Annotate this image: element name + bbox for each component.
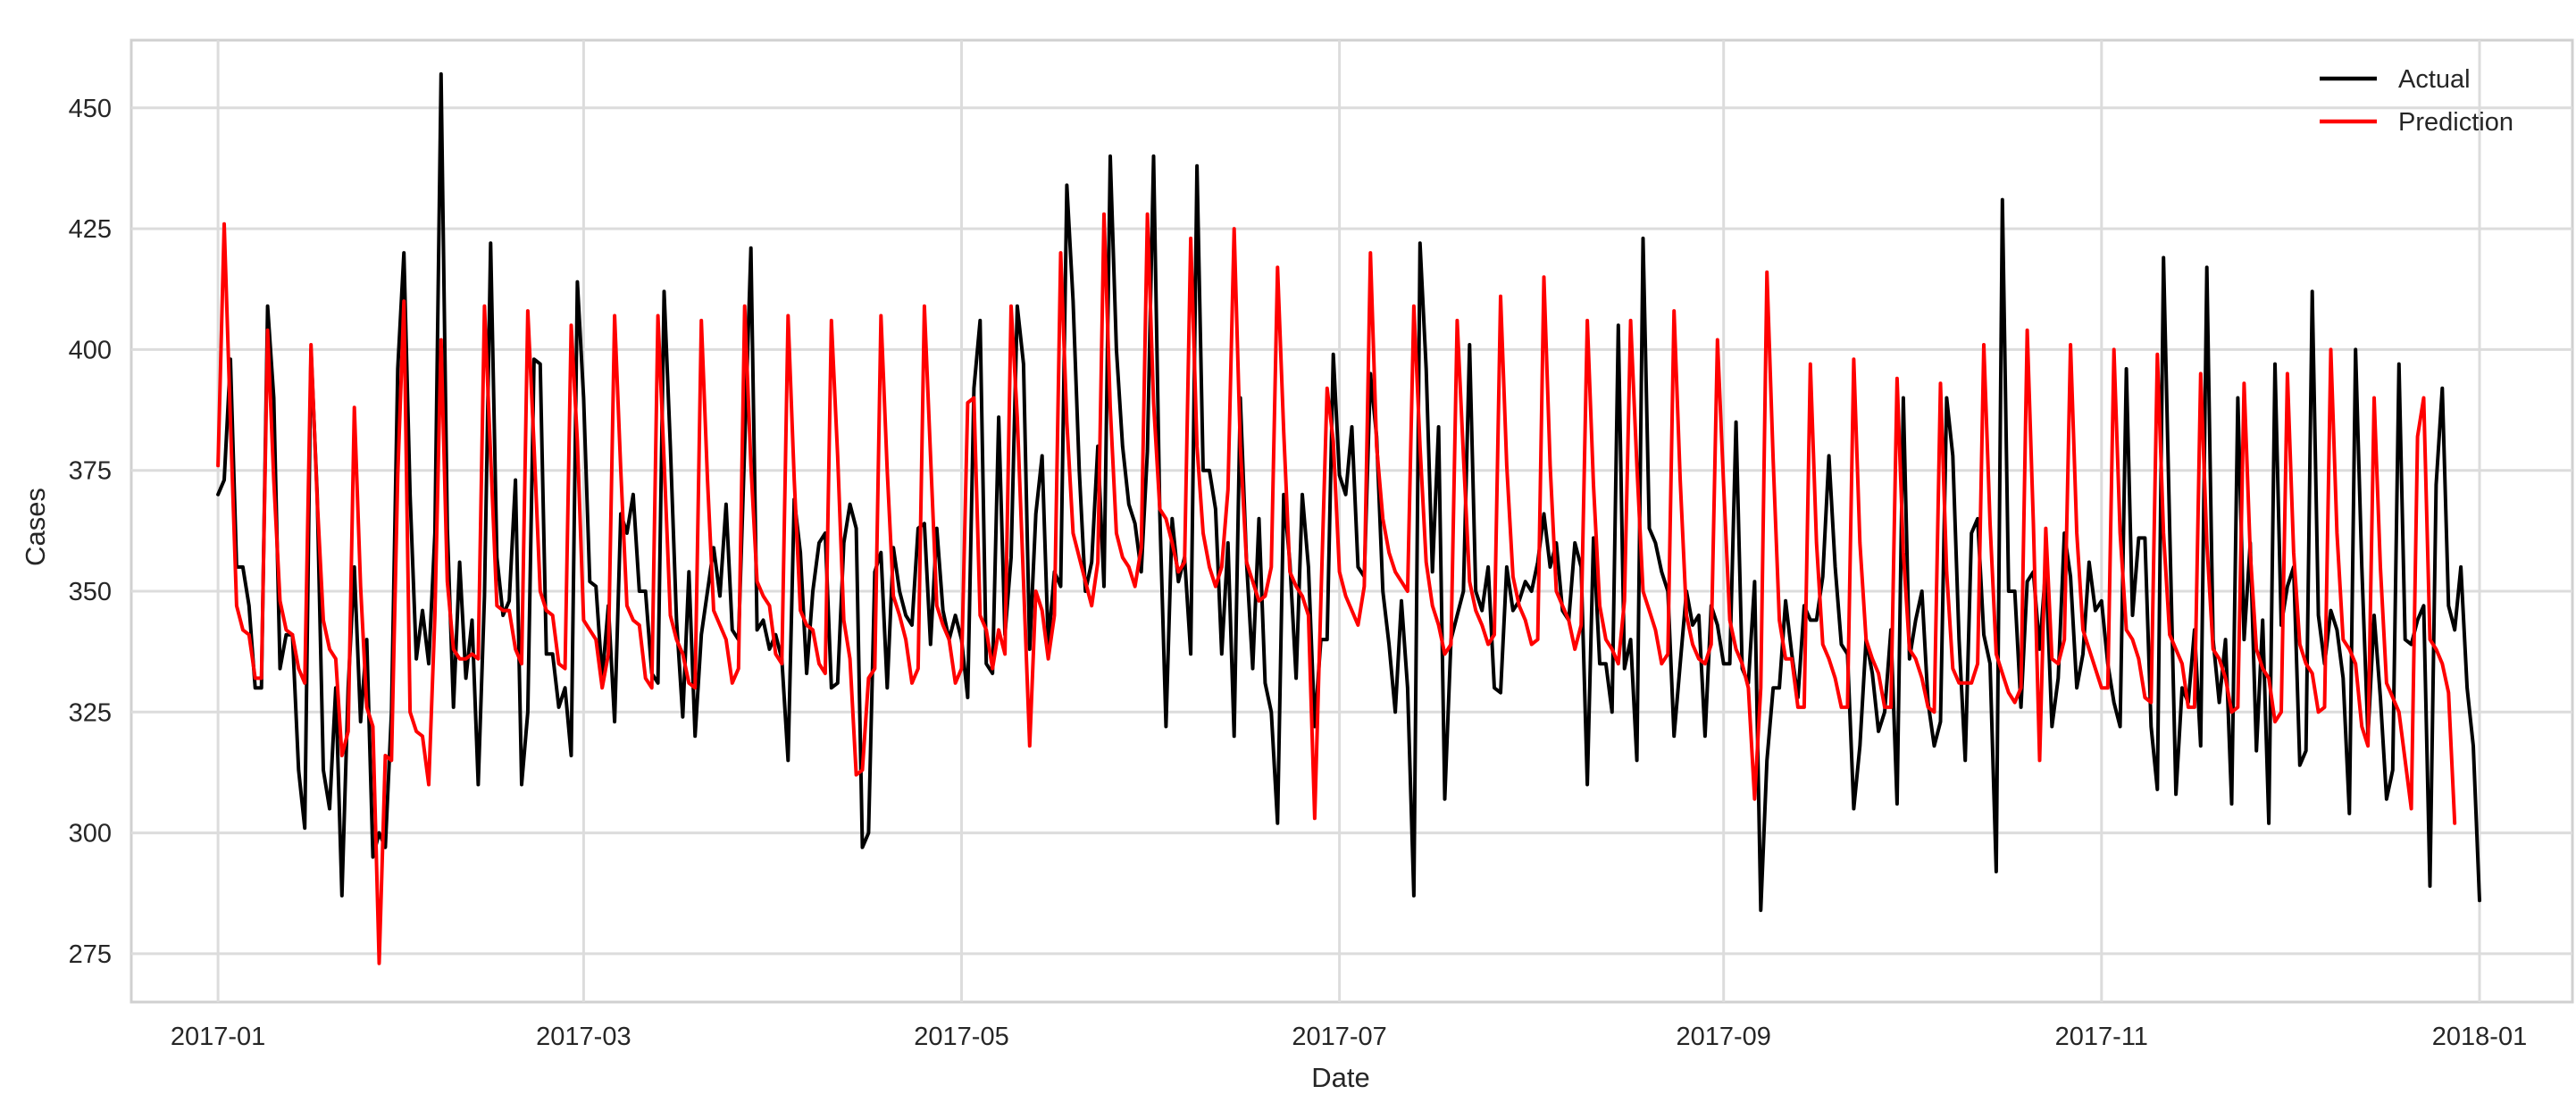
x-tick-label: 2017-01 [171,1023,265,1051]
x-tick-label: 2017-09 [1676,1023,1770,1051]
y-tick-label: 375 [69,457,112,486]
x-tick-label: 2017-11 [2055,1023,2148,1051]
grid-lines [131,40,2572,1002]
legend-label-prediction: Prediction [2398,108,2513,137]
x-tick-label: 2017-03 [536,1023,631,1051]
y-tick-label: 350 [69,578,112,606]
legend: Actual Prediction [2320,65,2513,137]
y-tick-label: 275 [69,940,112,969]
x-axis-label: Date [1311,1062,1369,1093]
y-tick-label: 325 [69,698,112,727]
y-tick-labels: 275 300 325 350 375 400 425 450 [69,95,112,969]
series-line-prediction [216,212,2457,965]
legend-label-actual: Actual [2398,65,2471,94]
y-tick-label: 425 [69,215,112,244]
series-line-actual [216,71,2481,913]
y-axis-label: Cases [20,488,51,566]
x-tick-label: 2017-07 [1292,1023,1386,1051]
x-tick-labels: 2017-01 2017-03 2017-05 2017-07 2017-09 2017-… [171,1023,2527,1051]
series-layer [216,71,2481,965]
y-tick-label: 450 [69,95,112,123]
x-tick-label: 2018-01 [2432,1023,2527,1051]
y-tick-label: 400 [69,336,112,364]
y-tick-label: 300 [69,820,112,848]
x-tick-label: 2017-05 [914,1023,1008,1051]
